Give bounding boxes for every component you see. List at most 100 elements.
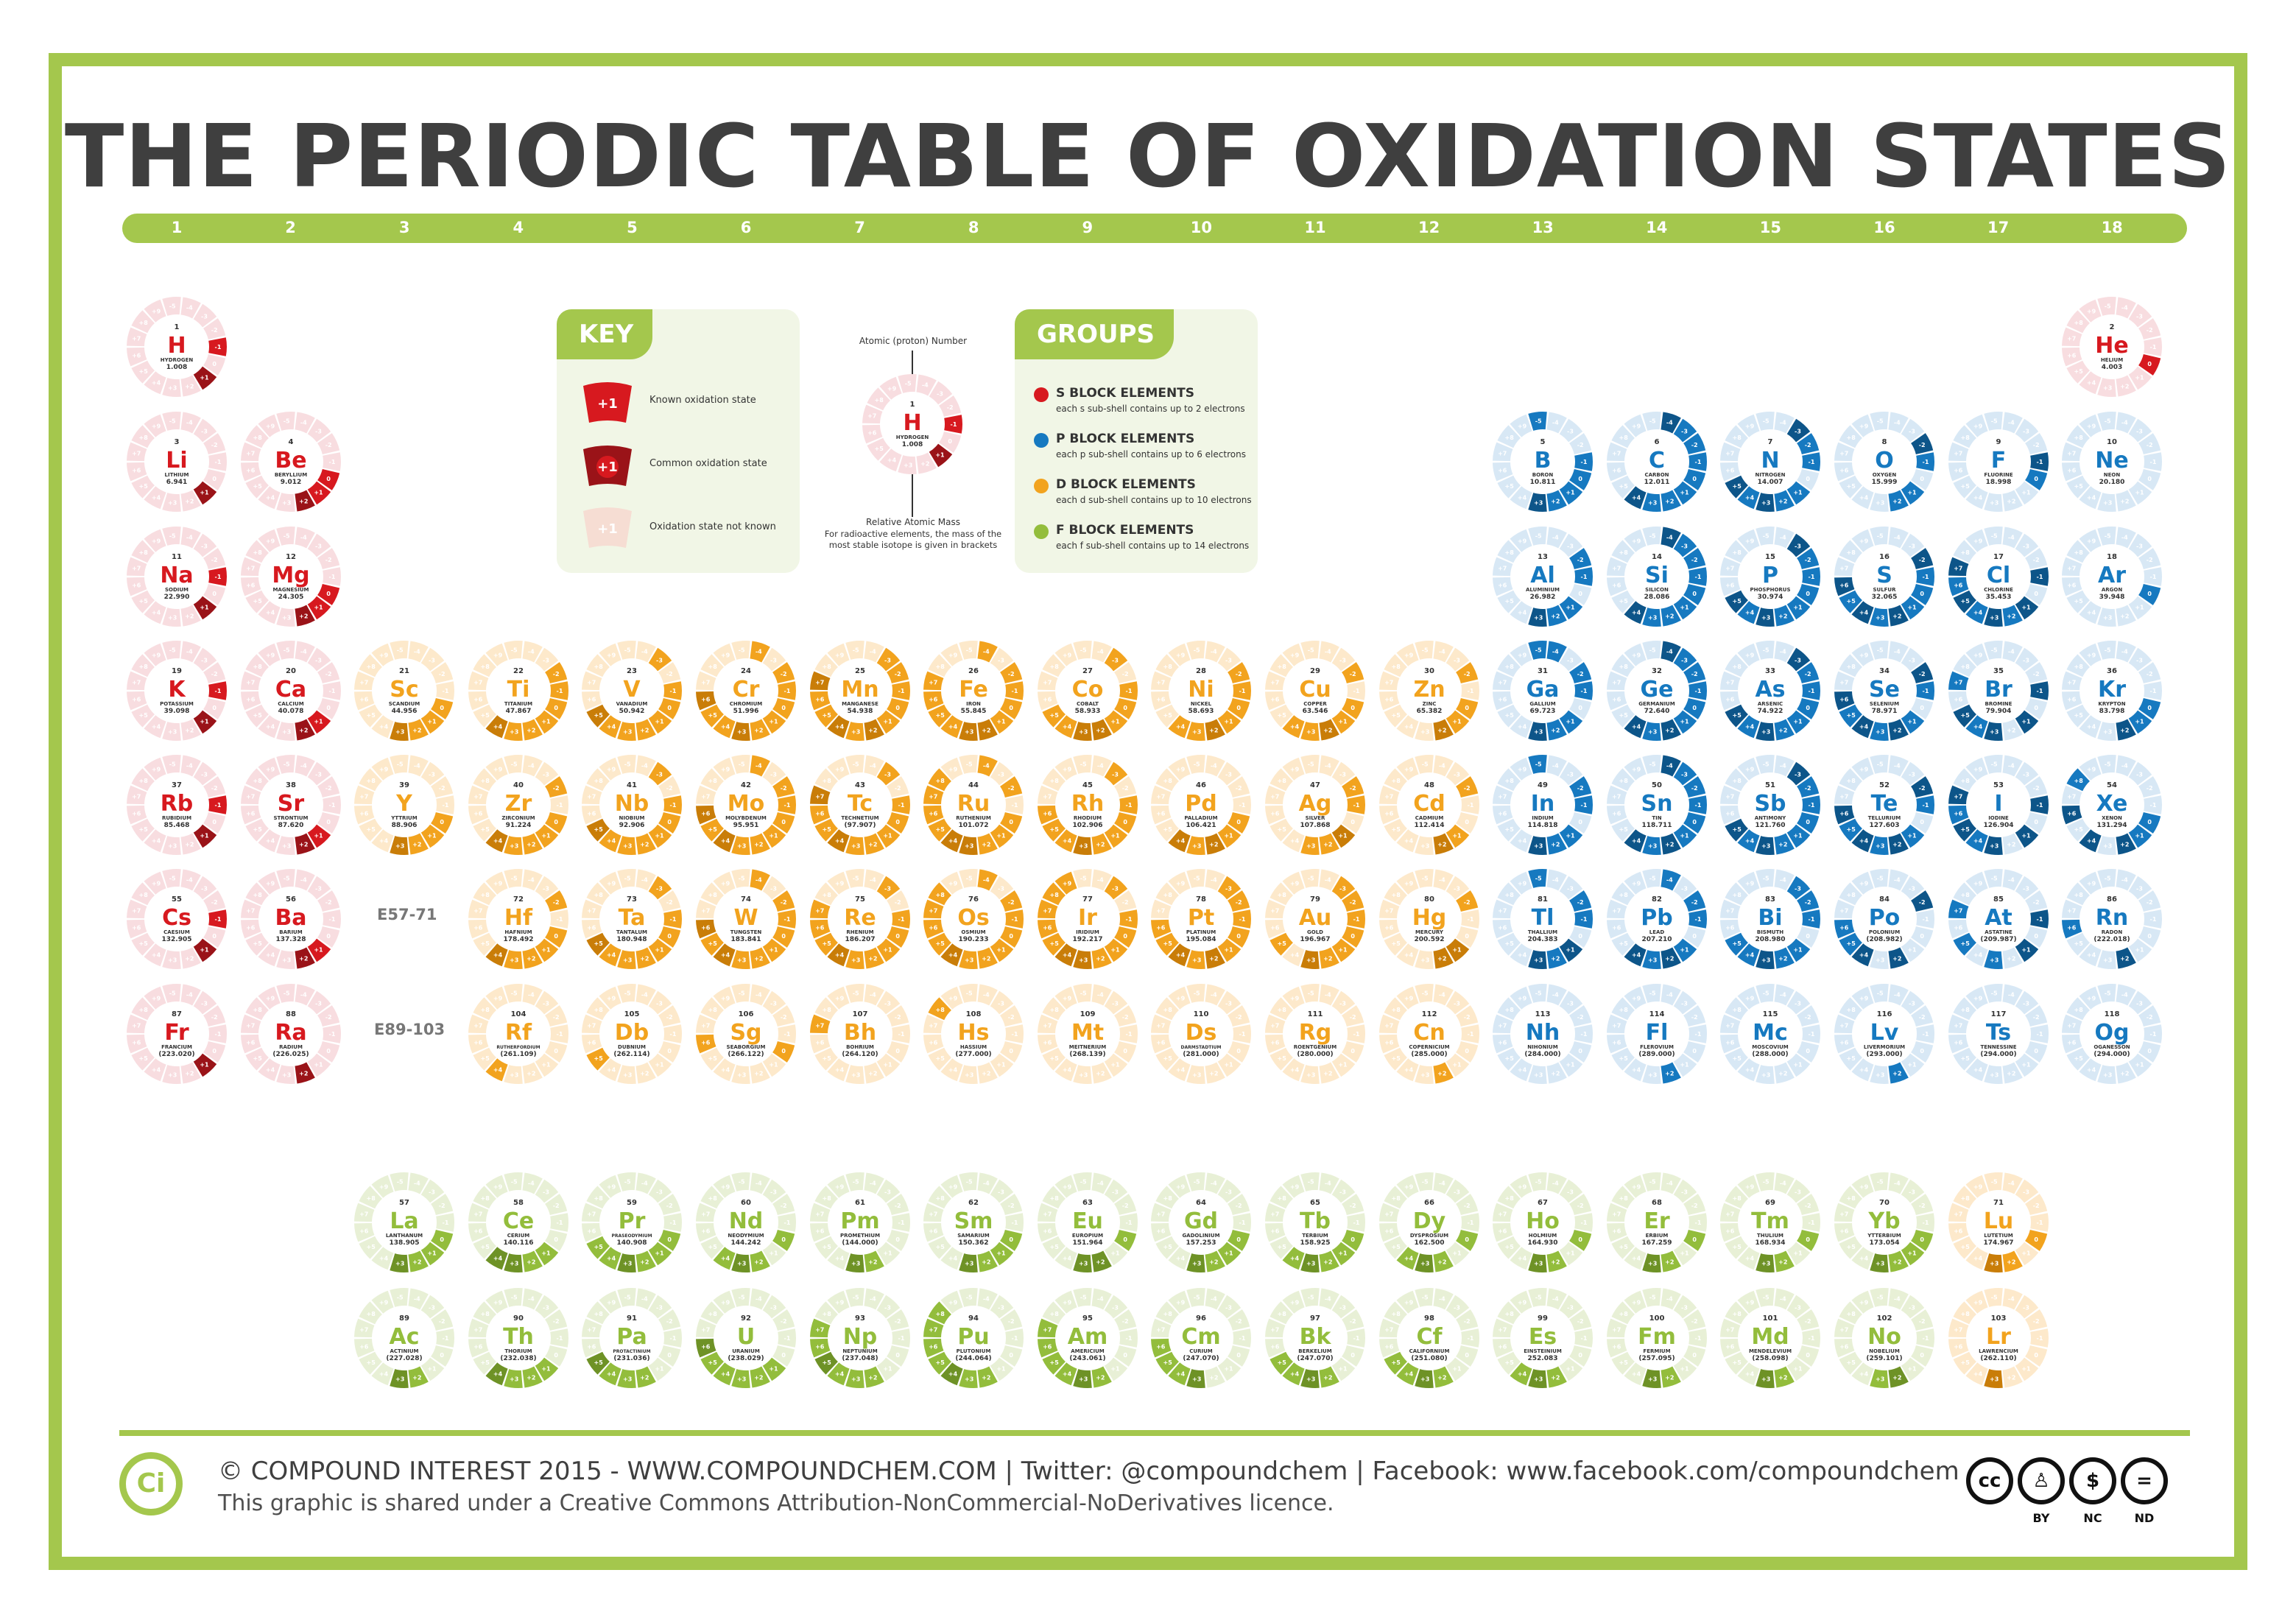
element-pb[interactable]: -5 -4-3-2-10+1+2+3+4+5+6+7+8+982PbLEAD207… [1605,867,1708,971]
element-hg[interactable]: -5 -4-3-2-10+1+2+3+4+5+6+7+8+980HgMERCURY… [1378,867,1481,971]
element-eu[interactable]: -5 -4-3-2-10+1+2+3+4+5+6+7+8+963EuEUROPIU… [1036,1171,1139,1274]
element-og[interactable]: -5 -4-3-2-10+1+2+3+4+5+6+7+8+9118OgOGANES… [2060,982,2163,1085]
element-he[interactable]: -5 -4-3-2-10+1+2+3+4+5+6+7+8+92HeHELIUM4.… [2060,295,2163,398]
element-sc[interactable]: -5 -4-3-2-10+1+2+3+4+5+6+7+8+921ScSCANDIU… [353,639,456,742]
element-ag[interactable]: -5 -4-3-2-10+1+2+3+4+5+6+7+8+947AgSILVER1… [1264,753,1367,856]
element-cn[interactable]: -5 -4-3-2-10+1+2+3+4+5+6+7+8+9112CnCOPERN… [1378,982,1481,1085]
element-n[interactable]: -5 -4-3-2-10+1+2+3+4+5+6+7+8+97NNITROGEN1… [1719,410,1822,513]
element-sg[interactable]: -5 -4-3-2-10+1+2+3+4+5+6+7+8+9106SgSEABOR… [694,982,797,1085]
element-se[interactable]: -5 -4-3-2-10+1+2+3+4+5+6+7+8+934SeSELENIU… [1833,639,1936,742]
element-fm[interactable]: -5 -4-3-2-10+1+2+3+4+5+6+7+8+9100FmFERMIU… [1605,1286,1708,1390]
element-ce[interactable]: -5 -4-3-2-10+1+2+3+4+5+6+7+8+958CeCERIUM1… [467,1171,570,1274]
element-s[interactable]: -5 -4-3-2-10+1+2+3+4+5+6+7+8+916SSULFUR32… [1833,525,1936,628]
element-ne[interactable]: -5 -4-3-2-10+1+2+3+4+5+6+7+8+910NeNEON20.… [2060,410,2163,513]
element-pr[interactable]: -5 -4-3-2-10+1+2+3+4+5+6+7+8+959PrPRASEOD… [580,1171,683,1274]
element-ni[interactable]: -5 -4-3-2-10+1+2+3+4+5+6+7+8+928NiNICKEL5… [1149,639,1253,742]
element-w[interactable]: -5 -4-3-2-10+1+2+3+4+5+6+7+8+974WTUNGSTEN… [694,867,797,971]
element-cu[interactable]: -5 -4-3-2-10+1+2+3+4+5+6+7+8+929CuCOPPER6… [1264,639,1367,742]
element-fr[interactable]: -5 -4-3-2-10+1+2+3+4+5+6+7+8+987FrFRANCIU… [125,982,228,1085]
element-po[interactable]: -5 -4-3-2-10+1+2+3+4+5+6+7+8+984PoPOLONIU… [1833,867,1936,971]
element-la[interactable]: -5 -4-3-2-10+1+2+3+4+5+6+7+8+957LaLANTHAN… [353,1171,456,1274]
element-lv[interactable]: -5 -4-3-2-10+1+2+3+4+5+6+7+8+9116LvLIVERM… [1833,982,1936,1085]
element-sr[interactable]: -5 -4-3-2-10+1+2+3+4+5+6+7+8+938SrSTRONTI… [239,753,342,856]
element-na[interactable]: -5 -4-3-2-10+1+2+3+4+5+6+7+8+911NaSODIUM2… [125,525,228,628]
element-yb[interactable]: -5 -4-3-2-10+1+2+3+4+5+6+7+8+970YbYTTERBI… [1833,1171,1936,1274]
element-sm[interactable]: -5 -4-3-2-10+1+2+3+4+5+6+7+8+962SmSAMARIU… [922,1171,1025,1274]
element-cd[interactable]: -5 -4-3-2-10+1+2+3+4+5+6+7+8+948CdCADMIUM… [1378,753,1481,856]
element-be[interactable]: -5 -4-3-2-10+1+2+3+4+5+6+7+8+94BeBERYLLIU… [239,410,342,513]
element-rn[interactable]: -5 -4-3-2-10+1+2+3+4+5+6+7+8+986RnRADON(2… [2060,867,2163,971]
element-no[interactable]: -5 -4-3-2-10+1+2+3+4+5+6+7+8+9102NoNOBELI… [1833,1286,1936,1390]
element-ta[interactable]: -5 -4-3-2-10+1+2+3+4+5+6+7+8+973TaTANTALU… [580,867,683,971]
element-ac[interactable]: -5 -4-3-2-10+1+2+3+4+5+6+7+8+989AcACTINIU… [353,1286,456,1390]
element-cm[interactable]: -5 -4-3-2-10+1+2+3+4+5+6+7+8+996CmCURIUM(… [1149,1286,1253,1390]
element-p[interactable]: -5 -4-3-2-10+1+2+3+4+5+6+7+8+915PPHOSPHOR… [1719,525,1822,628]
element-kr[interactable]: -5 -4-3-2-10+1+2+3+4+5+6+7+8+936KrKRYPTON… [2060,639,2163,742]
element-ho[interactable]: -5 -4-3-2-10+1+2+3+4+5+6+7+8+967HoHOLMIUM… [1491,1171,1594,1274]
element-re[interactable]: -5 -4-3-2-10+1+2+3+4+5+6+7+8+975ReRHENIUM… [809,867,912,971]
element-mn[interactable]: -5 -4-3-2-10+1+2+3+4+5+6+7+8+925MnMANGANE… [809,639,912,742]
element-ru[interactable]: -5 -4-3-2-10+1+2+3+4+5+6+7+8+944RuRUTHENI… [922,753,1025,856]
element-am[interactable]: -5 -4-3-2-10+1+2+3+4+5+6+7+8+995AmAMERICI… [1036,1286,1139,1390]
element-f[interactable]: -5 -4-3-2-10+1+2+3+4+5+6+7+8+99FFLUORINE1… [1947,410,2050,513]
element-sn[interactable]: -5 -4-3-2-10+1+2+3+4+5+6+7+8+950SnTIN118.… [1605,753,1708,856]
element-li[interactable]: -5 -4-3-2-10+1+2+3+4+5+6+7+8+93LiLITHIUM6… [125,410,228,513]
element-o[interactable]: -5 -4-3-2-10+1+2+3+4+5+6+7+8+98OOXYGEN15.… [1833,410,1936,513]
element-zn[interactable]: -5 -4-3-2-10+1+2+3+4+5+6+7+8+930ZnZINC65.… [1378,639,1481,742]
element-hs[interactable]: -5 -4-3-2-10+1+2+3+4+5+6+7+8+9108HsHASSIU… [922,982,1025,1085]
element-tc[interactable]: -5 -4-3-2-10+1+2+3+4+5+6+7+8+943TcTECHNET… [809,753,912,856]
element-pm[interactable]: -5 -4-3-2-10+1+2+3+4+5+6+7+8+961PmPROMETH… [809,1171,912,1274]
element-cf[interactable]: -5 -4-3-2-10+1+2+3+4+5+6+7+8+998CfCALIFOR… [1378,1286,1481,1390]
element-gd[interactable]: -5 -4-3-2-10+1+2+3+4+5+6+7+8+964GdGADOLIN… [1149,1171,1253,1274]
element-te[interactable]: -5 -4-3-2-10+1+2+3+4+5+6+7+8+952TeTELLURI… [1833,753,1936,856]
element-pu[interactable]: -5 -4-3-2-10+1+2+3+4+5+6+7+8+994PuPLUTONI… [922,1286,1025,1390]
element-ra[interactable]: -5 -4-3-2-10+1+2+3+4+5+6+7+8+988RaRADIUM(… [239,982,342,1085]
element-in[interactable]: -5 -4-3-2-10+1+2+3+4+5+6+7+8+949InINDIUM1… [1491,753,1594,856]
element-hf[interactable]: -5 -4-3-2-10+1+2+3+4+5+6+7+8+972HfHAFNIUM… [467,867,570,971]
element-rf[interactable]: -5 -4-3-2-10+1+2+3+4+5+6+7+8+9104RfRUTHER… [467,982,570,1085]
element-h[interactable]: -5 -4-3-2-10+1+2+3+4+5+6+7+8+91HHYDROGEN1… [125,295,228,398]
element-sb[interactable]: -5 -4-3-2-10+1+2+3+4+5+6+7+8+951SbANTIMON… [1719,753,1822,856]
element-ir[interactable]: -5 -4-3-2-10+1+2+3+4+5+6+7+8+977IrIRIDIUM… [1036,867,1139,971]
element-np[interactable]: -5 -4-3-2-10+1+2+3+4+5+6+7+8+993NpNEPTUNI… [809,1286,912,1390]
element-mo[interactable]: -5 -4-3-2-10+1+2+3+4+5+6+7+8+942MoMOLYBDE… [694,753,797,856]
element-md[interactable]: -5 -4-3-2-10+1+2+3+4+5+6+7+8+9101MdMENDEL… [1719,1286,1822,1390]
element-cl[interactable]: -5 -4-3-2-10+1+2+3+4+5+6+7+8+917ClCHLORIN… [1947,525,2050,628]
element-ca[interactable]: -5 -4-3-2-10+1+2+3+4+5+6+7+8+920CaCALCIUM… [239,639,342,742]
element-pd[interactable]: -5 -4-3-2-10+1+2+3+4+5+6+7+8+946PdPALLADI… [1149,753,1253,856]
element-al[interactable]: -5 -4-3-2-10+1+2+3+4+5+6+7+8+913AlALUMINI… [1491,525,1594,628]
element-tm[interactable]: -5 -4-3-2-10+1+2+3+4+5+6+7+8+969TmTHULIUM… [1719,1171,1822,1274]
element-pt[interactable]: -5 -4-3-2-10+1+2+3+4+5+6+7+8+978PtPLATINU… [1149,867,1253,971]
element-at[interactable]: -5 -4-3-2-10+1+2+3+4+5+6+7+8+985AtASTATIN… [1947,867,2050,971]
element-cs[interactable]: -5 -4-3-2-10+1+2+3+4+5+6+7+8+955CsCAESIUM… [125,867,228,971]
element-ar[interactable]: -5 -4-3-2-10+1+2+3+4+5+6+7+8+918ArARGON39… [2060,525,2163,628]
element-dy[interactable]: -5 -4-3-2-10+1+2+3+4+5+6+7+8+966DyDYSPROS… [1378,1171,1481,1274]
element-pa[interactable]: -5 -4-3-2-10+1+2+3+4+5+6+7+8+991PaPROTACT… [580,1286,683,1390]
element-er[interactable]: -5 -4-3-2-10+1+2+3+4+5+6+7+8+968ErERBIUM1… [1605,1171,1708,1274]
element-br[interactable]: -5 -4-3-2-10+1+2+3+4+5+6+7+8+935BrBROMINE… [1947,639,2050,742]
element-zr[interactable]: -5 -4-3-2-10+1+2+3+4+5+6+7+8+940ZrZIRCONI… [467,753,570,856]
element-si[interactable]: -5 -4-3-2-10+1+2+3+4+5+6+7+8+914SiSILICON… [1605,525,1708,628]
element-ba[interactable]: -5 -4-3-2-10+1+2+3+4+5+6+7+8+956BaBARIUM1… [239,867,342,971]
element-mc[interactable]: -5 -4-3-2-10+1+2+3+4+5+6+7+8+9115McMOSCOV… [1719,982,1822,1085]
element-bh[interactable]: -5 -4-3-2-10+1+2+3+4+5+6+7+8+9107BhBOHRIU… [809,982,912,1085]
element-xe[interactable]: -5 -4-3-2-10+1+2+3+4+5+6+7+8+954XeXENON13… [2060,753,2163,856]
element-tb[interactable]: -5 -4-3-2-10+1+2+3+4+5+6+7+8+965TbTERBIUM… [1264,1171,1367,1274]
element-i[interactable]: -5 -4-3-2-10+1+2+3+4+5+6+7+8+953IIODINE12… [1947,753,2050,856]
element-y[interactable]: -5 -4-3-2-10+1+2+3+4+5+6+7+8+939YYTTRIUM8… [353,753,456,856]
element-u[interactable]: -5 -4-3-2-10+1+2+3+4+5+6+7+8+992UURANIUM(… [694,1286,797,1390]
element-tl[interactable]: -5 -4-3-2-10+1+2+3+4+5+6+7+8+981TlTHALLIU… [1491,867,1594,971]
element-rb[interactable]: -5 -4-3-2-10+1+2+3+4+5+6+7+8+937RbRUBIDIU… [125,753,228,856]
element-mg[interactable]: -5 -4-3-2-10+1+2+3+4+5+6+7+8+912MgMAGNESI… [239,525,342,628]
element-bi[interactable]: -5 -4-3-2-10+1+2+3+4+5+6+7+8+983BiBISMUTH… [1719,867,1822,971]
element-th[interactable]: -5 -4-3-2-10+1+2+3+4+5+6+7+8+990ThTHORIUM… [467,1286,570,1390]
element-nh[interactable]: -5 -4-3-2-10+1+2+3+4+5+6+7+8+9113NhNIHONI… [1491,982,1594,1085]
element-rg[interactable]: -5 -4-3-2-10+1+2+3+4+5+6+7+8+9111RgROENTG… [1264,982,1367,1085]
element-nb[interactable]: -5 -4-3-2-10+1+2+3+4+5+6+7+8+941NbNIOBIUM… [580,753,683,856]
element-ge[interactable]: -5 -4-3-2-10+1+2+3+4+5+6+7+8+932GeGERMANI… [1605,639,1708,742]
element-c[interactable]: -5 -4-3-2-10+1+2+3+4+5+6+7+8+96CCARBON12.… [1605,410,1708,513]
element-rh[interactable]: -5 -4-3-2-10+1+2+3+4+5+6+7+8+945RhRHODIUM… [1036,753,1139,856]
element-db[interactable]: -5 -4-3-2-10+1+2+3+4+5+6+7+8+9105DbDUBNIU… [580,982,683,1085]
element-lu[interactable]: -5 -4-3-2-10+1+2+3+4+5+6+7+8+971LuLUTETIU… [1947,1171,2050,1274]
element-fl[interactable]: -5 -4-3-2-10+1+2+3+4+5+6+7+8+9114FlFLEROV… [1605,982,1708,1085]
